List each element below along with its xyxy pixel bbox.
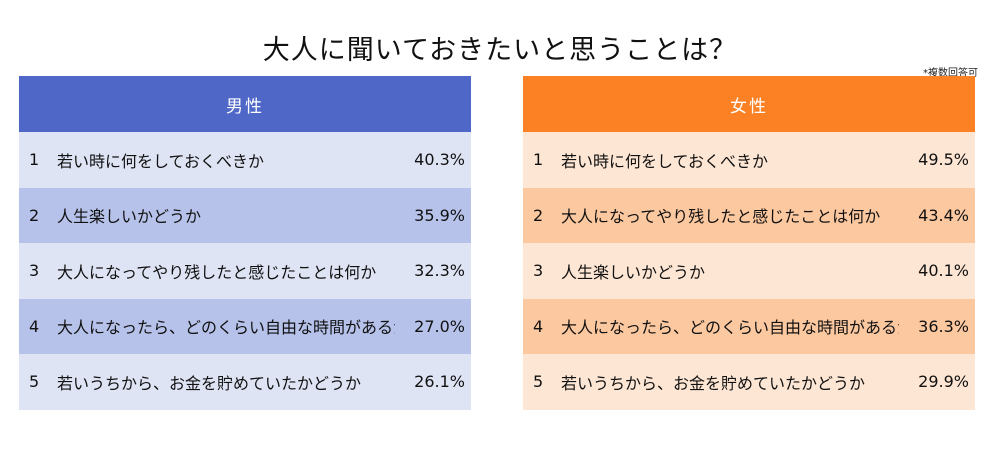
female-header: 女性 — [523, 76, 975, 132]
male-row-4-label: 大人になったら、どのくらい自由な時間があるか — [57, 318, 395, 338]
female-row-3-value: 40.1% — [918, 261, 969, 281]
male-row-1-value: 40.3% — [414, 150, 465, 170]
female-row-1-label: 若い時に何をしておくべきか — [561, 151, 769, 171]
female-row-4: 4 大人になったら、どのくらい自由な時間があるか 36.3% — [523, 298, 975, 354]
male-row-5-rank: 5 — [29, 372, 40, 392]
male-row-3-rank: 3 — [29, 261, 40, 281]
female-row-1: 1 若い時に何をしておくべきか 49.5% — [523, 132, 975, 188]
male-row-4-value: 27.0% — [414, 316, 465, 336]
female-row-1-rank: 1 — [533, 150, 544, 170]
female-row-3-label: 人生楽しいかどうか — [561, 262, 706, 282]
male-row-1: 1 若い時に何をしておくべきか 40.3% — [19, 132, 471, 188]
female-row-4-label: 大人になったら、どのくらい自由な時間があるか — [561, 318, 899, 338]
female-rows: 1 若い時に何をしておくべきか 49.5% 2 大人になってやり残したと感じたことは何か… — [523, 132, 975, 410]
male-table: 男性 1 若い時に何をしておくべきか 40.3% 2 人生楽しいかどうか 35.9% 3 大人… — [19, 76, 471, 410]
female-row-4-value: 36.3% — [918, 316, 969, 336]
female-row-5-label: 若いうちから、お金を貯めていたかどうか — [561, 373, 866, 393]
female-row-5-value: 29.9% — [918, 372, 969, 392]
female-row-5: 5 若いうちから、お金を貯めていたかどうか 29.9% — [523, 354, 975, 410]
male-row-5: 5 若いうちから、お金を貯めていたかどうか 26.1% — [19, 354, 471, 410]
male-row-3: 3 大人になってやり残したと感じたことは何か 32.3% — [19, 243, 471, 299]
male-row-2: 2 人生楽しいかどうか 35.9% — [19, 187, 471, 243]
male-row-3-value: 32.3% — [414, 261, 465, 281]
male-row-1-rank: 1 — [29, 150, 40, 170]
female-table: 女性 1 若い時に何をしておくべきか 49.5% 2 大人になってやり残したと感じたこと… — [523, 76, 975, 410]
male-row-5-label: 若いうちから、お金を貯めていたかどうか — [57, 373, 362, 393]
male-row-5-value: 26.1% — [414, 372, 465, 392]
female-row-3-rank: 3 — [533, 261, 544, 281]
female-row-2: 2 大人になってやり残したと感じたことは何か 43.4% — [523, 187, 975, 243]
male-header: 男性 — [19, 76, 471, 132]
male-rows: 1 若い時に何をしておくべきか 40.3% 2 人生楽しいかどうか 35.9% 3 大人になっ… — [19, 132, 471, 410]
male-row-4: 4 大人になったら、どのくらい自由な時間があるか 27.0% — [19, 298, 471, 354]
female-row-2-label: 大人になってやり残したと感じたことは何か — [561, 207, 881, 227]
male-row-4-rank: 4 — [29, 316, 40, 336]
multiple-answer-note: *複数回答可 — [923, 68, 978, 79]
chart-title: 大人に聞いておきたいと思うことは？ — [262, 35, 738, 66]
female-row-4-rank: 4 — [533, 316, 544, 336]
female-row-1-value: 49.5% — [918, 150, 969, 170]
male-row-2-rank: 2 — [29, 205, 40, 225]
male-row-2-label: 人生楽しいかどうか — [57, 207, 202, 227]
female-row-2-rank: 2 — [533, 205, 544, 225]
female-row-2-value: 43.4% — [918, 205, 969, 225]
male-row-3-label: 大人になってやり残したと感じたことは何か — [57, 262, 377, 282]
female-row-3: 3 人生楽しいかどうか 40.1% — [523, 243, 975, 299]
female-row-5-rank: 5 — [533, 372, 544, 392]
male-row-1-label: 若い時に何をしておくべきか — [57, 151, 265, 171]
male-row-2-value: 35.9% — [414, 205, 465, 225]
